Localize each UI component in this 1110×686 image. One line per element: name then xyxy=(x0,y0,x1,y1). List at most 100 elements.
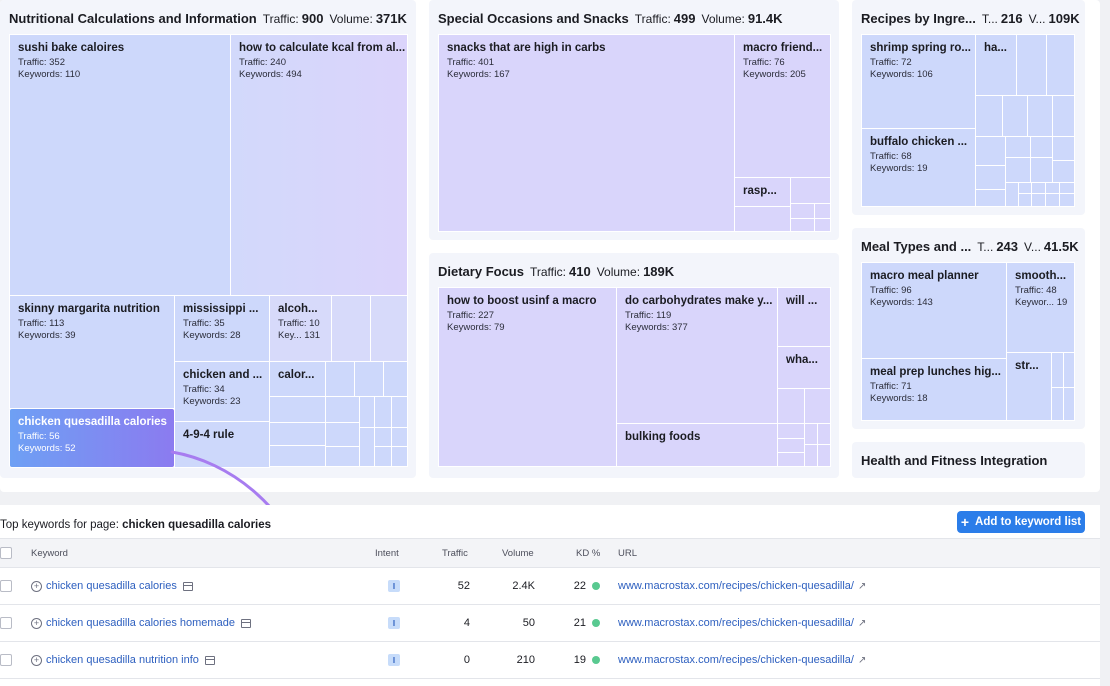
external-link-icon[interactable]: ↗ xyxy=(857,617,867,629)
tile-keywords: Keywords: 52 xyxy=(18,443,76,454)
col-traffic[interactable]: Traffic xyxy=(442,547,468,559)
traffic-value: 52 xyxy=(457,580,470,592)
tile-snacks-high-carbs[interactable]: snacks that are high in carbs Traffic: 4… xyxy=(438,34,735,232)
url-link[interactable]: www.macrostax.com/recipes/chicken-quesad… xyxy=(618,654,854,666)
tile-traffic: Traffic: 227 xyxy=(447,310,494,321)
serp-icon[interactable] xyxy=(240,618,251,628)
external-link-icon[interactable]: ↗ xyxy=(857,580,867,592)
tile-small[interactable] xyxy=(734,206,791,232)
add-to-keyword-list-button[interactable]: + Add to keyword list xyxy=(957,511,1085,533)
tile-smoothie[interactable]: smooth... Traffic: 48 Keywor... 19 xyxy=(1006,262,1075,353)
tile-traffic: Traffic: 56 xyxy=(18,431,60,442)
tile-traffic: Traffic: 10 xyxy=(278,318,320,329)
add-keyword-icon[interactable]: + xyxy=(31,654,42,666)
tile-keywords: Keywords: 106 xyxy=(870,69,933,80)
col-url[interactable]: URL xyxy=(618,547,638,559)
tile-small[interactable] xyxy=(1005,157,1031,183)
tile-494-rule[interactable]: 4-9-4 rule xyxy=(174,421,270,468)
top-keywords-table: Top keywords for page: chicken quesadill… xyxy=(0,505,1100,686)
tile-small[interactable] xyxy=(1046,34,1075,96)
tile-keywords: Keywords: 377 xyxy=(625,322,688,333)
tile-title: how to calculate kcal from al... xyxy=(239,42,406,54)
tile-buffalo-chicken[interactable]: buffalo chicken ... Traffic: 68 Keywords… xyxy=(861,128,976,207)
tile-title: alcoh... xyxy=(278,303,318,315)
keyword-link[interactable]: chicken quesadilla nutrition info xyxy=(46,654,199,666)
tile-traffic: Traffic: 119 xyxy=(625,310,672,321)
tile-small[interactable] xyxy=(777,388,805,424)
tile-what[interactable]: wha... xyxy=(777,346,831,389)
tile-calculate-kcal[interactable]: how to calculate kcal from al... Traffic… xyxy=(230,34,408,296)
col-volume[interactable]: Volume xyxy=(502,547,534,559)
row-checkbox[interactable] xyxy=(0,580,12,592)
tile-small[interactable] xyxy=(391,446,408,467)
url-link[interactable]: www.macrostax.com/recipes/chicken-quesad… xyxy=(618,580,854,592)
cluster-recipes-by-ingredient[interactable]: Recipes by Ingre... T... 216 V... 109K shrim… xyxy=(852,0,1085,215)
tile-raspberry[interactable]: rasp... xyxy=(734,177,791,207)
tile-small[interactable] xyxy=(817,444,831,467)
serp-icon[interactable] xyxy=(182,581,193,591)
tile-title: meal prep lunches hig... xyxy=(870,366,1002,378)
col-intent[interactable]: Intent xyxy=(375,547,399,559)
tile-small[interactable] xyxy=(1059,193,1075,207)
tile-traffic: Traffic: 401 xyxy=(447,57,494,68)
table-row: + chicken quesadilla calories homemade I 4 5… xyxy=(0,605,1100,642)
cluster-dietary-focus[interactable]: Dietary Focus Traffic: 410 Volume: 189K how … xyxy=(429,253,839,478)
tile-traffic: Traffic: 240 xyxy=(239,57,286,68)
tile-calories-partial[interactable]: calor... xyxy=(269,361,326,397)
tile-macro-meal-planner[interactable]: macro meal planner Traffic: 96 Keywords:… xyxy=(861,262,1007,359)
tile-keywords: Keywords: 28 xyxy=(183,330,241,341)
tile-small[interactable] xyxy=(804,388,831,424)
col-kd[interactable]: KD % xyxy=(576,547,601,559)
tile-will[interactable]: will ... xyxy=(777,287,831,347)
tile-title: str... xyxy=(1015,360,1039,372)
tile-skinny-margarita[interactable]: skinny margarita nutrition Traffic: 113 … xyxy=(9,295,175,409)
select-all-checkbox[interactable] xyxy=(0,547,12,559)
url-link[interactable]: www.macrostax.com/recipes/chicken-quesad… xyxy=(618,617,854,629)
cluster-nutritional-calculations[interactable]: Nutritional Calculations and Information… xyxy=(0,0,416,478)
intent-badge: I xyxy=(388,580,400,592)
tile-macro-friendly[interactable]: macro friend... Traffic: 76 Keywords: 20… xyxy=(734,34,831,178)
cluster-health-fitness[interactable]: Health and Fitness Integration xyxy=(852,442,1085,478)
tile-chicken-quesadilla-calories[interactable]: chicken quesadilla calories Traffic: 56 … xyxy=(9,408,175,468)
tile-keywords: Keywords: 39 xyxy=(18,330,76,341)
add-keyword-icon[interactable]: + xyxy=(31,617,42,629)
volume-value: 210 xyxy=(516,654,535,666)
external-link-icon[interactable]: ↗ xyxy=(857,654,867,666)
row-checkbox[interactable] xyxy=(0,617,12,629)
kd-dot-icon xyxy=(592,619,600,627)
serp-icon[interactable] xyxy=(204,655,215,665)
add-keyword-icon[interactable]: + xyxy=(31,580,42,592)
tile-sushi-bake[interactable]: sushi bake caloires Traffic: 352 Keyword… xyxy=(9,34,231,296)
tile-small[interactable] xyxy=(814,218,831,232)
tile-keywords: Keywords: 23 xyxy=(183,396,241,407)
tile-title: skinny margarita nutrition xyxy=(18,303,160,315)
tile-small[interactable] xyxy=(1063,387,1075,421)
cluster-meal-types[interactable]: Meal Types and ... T... 243 V... 41.5K macro… xyxy=(852,228,1085,429)
tile-small[interactable] xyxy=(331,295,371,362)
cluster-title: Nutritional Calculations and Information… xyxy=(9,11,407,26)
row-checkbox[interactable] xyxy=(0,654,12,666)
keyword-link[interactable]: chicken quesadilla calories xyxy=(46,580,177,592)
tile-traffic: Traffic: 71 xyxy=(870,381,912,392)
tile-traffic: Traffic: 48 xyxy=(1015,285,1057,296)
tile-traffic: Traffic: 34 xyxy=(183,384,225,395)
tile-small[interactable] xyxy=(269,396,326,423)
tile-meal-prep-lunches[interactable]: meal prep lunches hig... Traffic: 71 Key… xyxy=(861,358,1007,421)
tile-small[interactable] xyxy=(383,361,408,397)
cluster-title: Health and Fitness Integration xyxy=(861,453,1048,468)
kd-dot-icon xyxy=(592,582,600,590)
tile-boost-macro[interactable]: how to boost usinf a macro Traffic: 227 … xyxy=(438,287,617,467)
tile-title: mississippi ... xyxy=(183,303,259,315)
table-header: Keyword Intent Traffic Volume KD % URL xyxy=(0,538,1100,568)
tile-title: will ... xyxy=(786,295,818,307)
tile-title: wha... xyxy=(786,354,818,366)
kd-dot-icon xyxy=(592,656,600,664)
tile-title: how to boost usinf a macro xyxy=(447,295,597,307)
cluster-special-occasions[interactable]: Special Occasions and Snacks Traffic: 499 V… xyxy=(429,0,839,240)
table-heading: Top keywords for page: chicken quesadill… xyxy=(0,519,272,531)
tile-small[interactable] xyxy=(370,295,408,362)
col-keyword[interactable]: Keyword xyxy=(31,547,68,559)
tile-title: do carbohydrates make y... xyxy=(625,295,773,307)
kd-value: 21 xyxy=(573,617,586,629)
keyword-link[interactable]: chicken quesadilla calories homemade xyxy=(46,617,235,629)
